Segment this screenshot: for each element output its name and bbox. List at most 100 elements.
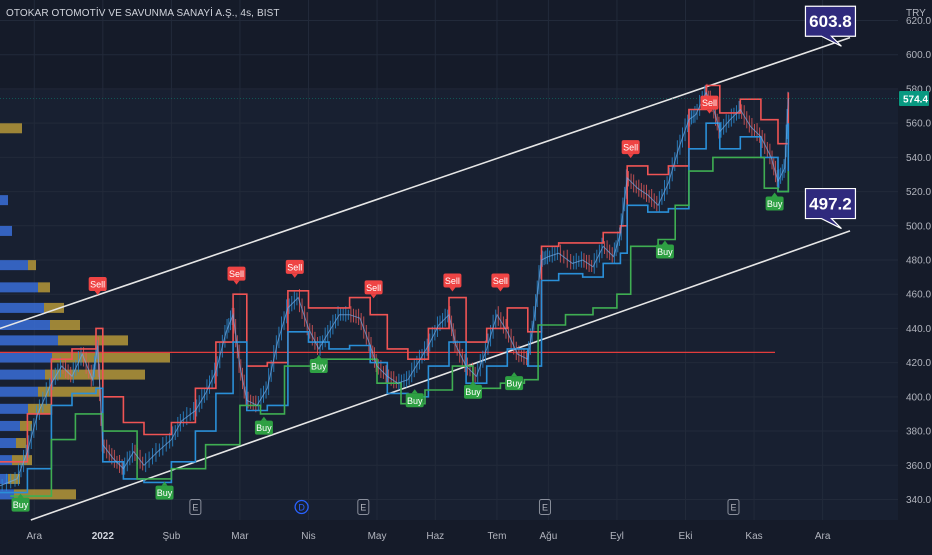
sell-badge <box>285 259 304 274</box>
buy-badge <box>655 244 674 259</box>
event-marker-earnings <box>357 499 370 515</box>
buy-badge-label: Buy <box>657 247 673 257</box>
sell-signal: Sell <box>285 259 304 278</box>
sell-signal: Sell <box>621 140 640 159</box>
x-axis-tick-label: Ara <box>815 531 831 542</box>
volume-profile-bar-sell <box>58 335 128 346</box>
volume-profile-bar-sell <box>12 455 32 466</box>
buy-badge <box>254 420 273 435</box>
y-axis-tick-label: 500.0 <box>906 221 931 232</box>
buy-badge-label: Buy <box>256 423 272 433</box>
buy-badge <box>309 359 328 374</box>
y-axis-tick-label: 380.0 <box>906 427 931 438</box>
volume-profile-bar-sell <box>45 369 145 380</box>
volume-profile-bar-sell <box>14 489 76 500</box>
buy-signal: Buy <box>405 389 424 408</box>
volume-profile-bar-buy <box>0 386 38 397</box>
volume-profile-bar-sell <box>20 420 32 431</box>
sell-badge-label: Sell <box>445 276 460 286</box>
volume-profile-bar-sell <box>44 302 64 313</box>
y-axis-tick-label: 520.0 <box>906 187 931 198</box>
sell-signal: Sell <box>88 276 107 295</box>
sell-badge <box>443 273 462 288</box>
buy-badge-pointer <box>315 355 322 360</box>
buy-signal: Buy <box>155 481 174 500</box>
event-marker-label: E <box>542 503 548 513</box>
last-price-value: 574.4 <box>903 94 928 105</box>
y-axis-tick-label: 460.0 <box>906 290 931 301</box>
price-callout: 497.2 <box>804 187 857 230</box>
x-axis-tick-label: Tem <box>488 531 507 542</box>
sell-badge-label: Sell <box>623 143 638 153</box>
volume-profile-bar-sell <box>38 282 50 293</box>
buy-signal: Buy <box>505 372 524 391</box>
sell-badge-pointer <box>370 294 377 299</box>
sell-signal: Sell <box>491 273 510 292</box>
x-axis-tick-label: Ağu <box>539 531 557 542</box>
sell-badge-label: Sell <box>90 279 105 289</box>
sell-signal: Sell <box>443 273 462 292</box>
volume-profile-bar-buy <box>0 473 8 484</box>
sell-badge <box>700 95 719 110</box>
x-axis-tick-label: Kas <box>745 531 762 542</box>
volume-profile-bar-buy <box>0 489 14 500</box>
buy-badge-label: Buy <box>506 379 522 389</box>
volume-profile-bar-sell <box>8 473 20 484</box>
price-callout-value: 497.2 <box>809 195 852 214</box>
volume-profile-bar-sell <box>38 386 100 397</box>
sell-badge-pointer <box>233 280 240 285</box>
x-axis-tick-label: May <box>368 531 387 542</box>
event-marker-earnings <box>189 499 202 515</box>
buy-signal: Buy <box>254 416 273 435</box>
sell-badge-pointer <box>449 287 456 292</box>
event-marker-label: E <box>192 503 198 513</box>
sell-badge-pointer <box>627 154 634 159</box>
event-marker-label: E <box>730 503 736 513</box>
buy-badge-pointer <box>17 493 24 498</box>
x-axis-tick-label: Eyl <box>610 531 624 542</box>
buy-signal: Buy <box>309 355 328 374</box>
buy-signal: Buy <box>655 240 674 259</box>
buy-badge <box>765 196 784 211</box>
buy-badge-label: Buy <box>465 387 481 397</box>
upper-band-line <box>0 84 790 463</box>
sell-badge-label: Sell <box>287 262 302 272</box>
buy-badge-label: Buy <box>13 500 29 510</box>
y-axis-tick-label: 400.0 <box>906 392 931 403</box>
y-axis-tick-label: 360.0 <box>906 461 931 472</box>
y-axis-tick-label: 480.0 <box>906 256 931 267</box>
sell-badge <box>227 266 246 281</box>
channel-lower-line <box>30 230 851 521</box>
volume-profile-bar-buy <box>0 438 16 449</box>
volume-profile-bar-buy <box>0 282 38 293</box>
buy-badge <box>463 384 482 399</box>
sell-badge-label: Sell <box>366 283 381 293</box>
sell-badge <box>491 273 510 288</box>
price-callout-value: 603.8 <box>809 12 852 31</box>
sell-badge-pointer <box>94 290 101 295</box>
y-axis-tick-label: 580.0 <box>906 84 931 95</box>
y-axis-tick-label: 440.0 <box>906 324 931 335</box>
volume-profile-bar-buy <box>0 320 50 330</box>
event-marker-dividend <box>294 499 309 515</box>
event-marker: D <box>294 499 309 515</box>
buy-signal: Buy <box>11 493 30 512</box>
event-marker-earnings <box>538 499 551 515</box>
buy-badge-label: Buy <box>407 396 423 406</box>
volume-profile-bar-sell <box>28 260 36 271</box>
buy-signal: Buy <box>765 192 784 211</box>
buy-badge-pointer <box>469 380 476 385</box>
event-marker-earnings <box>727 499 740 515</box>
x-axis-tick-label: 2022 <box>92 531 115 542</box>
sell-badge <box>88 276 107 291</box>
volume-profile-bar-buy <box>0 352 52 363</box>
buy-badge-pointer <box>161 481 168 486</box>
volume-profile-bar-buy <box>0 420 20 431</box>
symbol-title: OTOKAR OTOMOTİV VE SAVUNMA SANAYİ A.Ş., … <box>6 8 280 19</box>
x-axis-tick-label: Haz <box>426 531 444 542</box>
sell-badge-pointer <box>497 287 504 292</box>
buy-badge-pointer <box>661 240 668 245</box>
price-line <box>0 91 789 487</box>
